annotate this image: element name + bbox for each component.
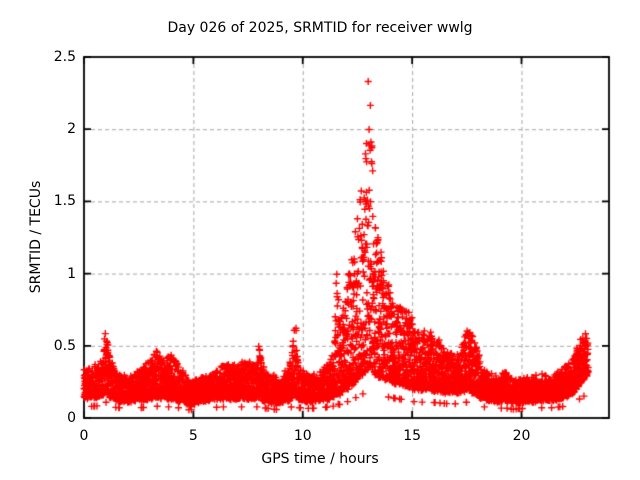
- chart-title: Day 026 of 2025, SRMTID for receiver wwl…: [167, 20, 473, 36]
- x-tick-label: 20: [512, 428, 531, 444]
- x-tick-label: 15: [403, 428, 422, 444]
- y-tick-label: 0: [67, 410, 76, 426]
- y-tick-label: 1.5: [53, 193, 76, 210]
- y-tick-label: 1: [67, 265, 76, 282]
- y-tick-label: 0.5: [53, 337, 76, 354]
- x-tick-label: 0: [79, 428, 89, 444]
- x-axis-label: GPS time / hours: [261, 451, 379, 467]
- x-tick-label: 10: [293, 428, 312, 444]
- y-tick-label: 2: [67, 121, 76, 138]
- y-tick-label: 2.5: [53, 49, 76, 65]
- x-tick-label: 5: [188, 428, 198, 444]
